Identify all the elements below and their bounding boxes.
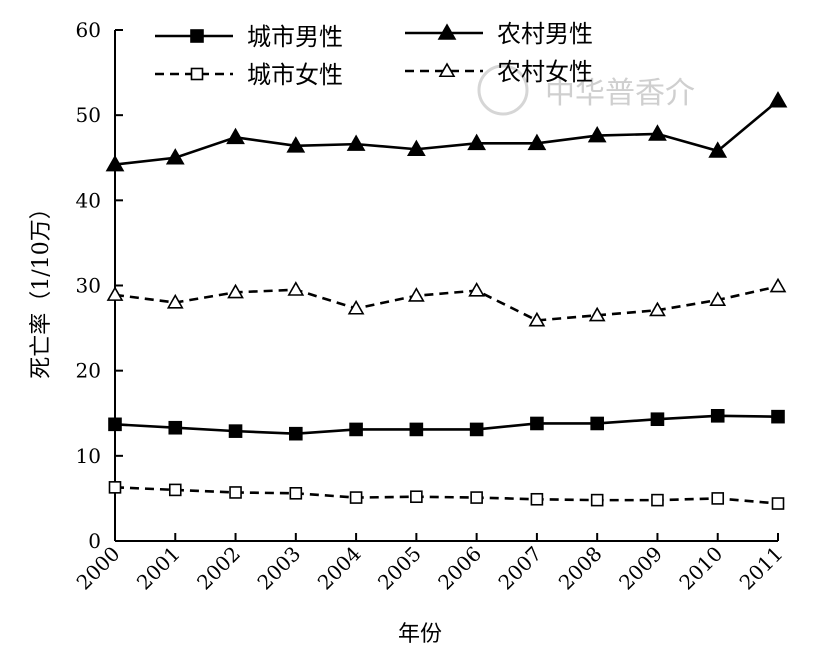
data-point (650, 412, 665, 427)
data-point (651, 493, 664, 507)
data-point (528, 311, 546, 327)
data-point (108, 481, 122, 494)
watermark-seal-icon (477, 64, 529, 116)
legend-label: 农村女性 (497, 58, 593, 86)
data-point (527, 133, 547, 151)
data-point (287, 281, 305, 296)
data-point (407, 287, 425, 302)
data-point (469, 422, 484, 437)
x-tick-label: 2004 (313, 542, 366, 595)
y-tick-label: 10 (76, 444, 101, 468)
y-tick-label: 40 (76, 188, 101, 212)
legend-label: 城市男性 (247, 23, 343, 51)
data-point (649, 301, 666, 317)
series-line (114, 486, 779, 505)
series-line (114, 285, 779, 322)
y-ticks: 0 10 20 30 40 50 60 (76, 18, 123, 553)
data-point (648, 124, 667, 141)
data-point (708, 141, 728, 158)
data-point (227, 283, 244, 299)
data-point (166, 293, 184, 309)
data-point (165, 148, 185, 165)
watermark: 中华普香介 (477, 64, 695, 116)
x-axis-label: 年份 (398, 622, 442, 647)
legend-marker (437, 23, 457, 40)
x-tick-label: 2003 (252, 542, 305, 595)
data-point (468, 281, 486, 297)
legend-marker (190, 29, 204, 43)
data-point (347, 299, 365, 315)
data-point (530, 492, 544, 506)
data-point (289, 487, 303, 500)
legend-marker (190, 67, 204, 81)
data-point (410, 490, 423, 504)
y-axis-label: 死亡率（1/10万） (29, 197, 54, 378)
data-point (168, 483, 182, 497)
legend-label: 城市女性 (247, 61, 343, 89)
data-point (470, 491, 483, 504)
data-point (467, 133, 487, 151)
legend-item: 农村女性 (405, 58, 593, 86)
data-point (286, 136, 306, 153)
series-line (114, 414, 779, 435)
data-point (771, 497, 785, 510)
x-tick-label: 2011 (735, 542, 788, 595)
y-tick-label: 60 (76, 18, 101, 42)
data-point (768, 91, 788, 108)
y-tick-label: 0 (88, 529, 101, 553)
data-point (226, 127, 245, 145)
data-point (106, 286, 124, 301)
data-point (710, 409, 725, 423)
data-point (346, 134, 366, 151)
data-point (108, 417, 122, 432)
legend-item: 农村男性 (405, 20, 593, 48)
legend-item: 城市男性 (155, 23, 343, 51)
data-point (406, 139, 426, 157)
data-point (709, 291, 727, 307)
data-point (289, 426, 303, 441)
legend-marker (438, 62, 456, 78)
data-point (711, 492, 725, 505)
data-point (409, 422, 424, 437)
x-tick-label: 2010 (674, 542, 727, 595)
x-tick-label: 2007 (493, 542, 546, 595)
data-point (228, 424, 243, 438)
x-ticks: 2000 2001 2002 2003 2004 2005 2006 2007 2008 2009… (72, 533, 788, 595)
legend-label: 农村男性 (497, 20, 593, 48)
data-point (769, 277, 787, 293)
x-tick-label: 2001 (132, 542, 185, 595)
series-line (114, 99, 779, 166)
data-point (530, 416, 544, 431)
data-point (590, 493, 604, 507)
series-1 (108, 409, 785, 441)
data-point (349, 422, 363, 437)
x-tick-label: 2002 (192, 542, 245, 595)
legend-item: 城市女性 (155, 61, 343, 89)
data-point (590, 416, 604, 431)
data-point (588, 306, 606, 322)
data-point (771, 409, 785, 424)
x-tick-label: 2008 (554, 542, 607, 595)
data-point (587, 125, 607, 143)
y-tick-label: 30 (76, 274, 101, 298)
data-point (168, 420, 183, 435)
x-tick-label: 2006 (433, 542, 486, 595)
data-point (229, 486, 242, 499)
series-4 (106, 277, 787, 327)
series-3 (108, 481, 785, 510)
series-layer (105, 91, 788, 510)
x-tick-label: 2009 (614, 542, 667, 595)
y-tick-label: 20 (76, 359, 101, 383)
watermark-text: 中华普香介 (545, 76, 695, 111)
y-tick-label: 50 (76, 103, 101, 127)
data-point (349, 491, 363, 504)
series-2 (105, 91, 788, 172)
data-point (105, 154, 125, 172)
x-tick-label: 2005 (373, 542, 426, 595)
